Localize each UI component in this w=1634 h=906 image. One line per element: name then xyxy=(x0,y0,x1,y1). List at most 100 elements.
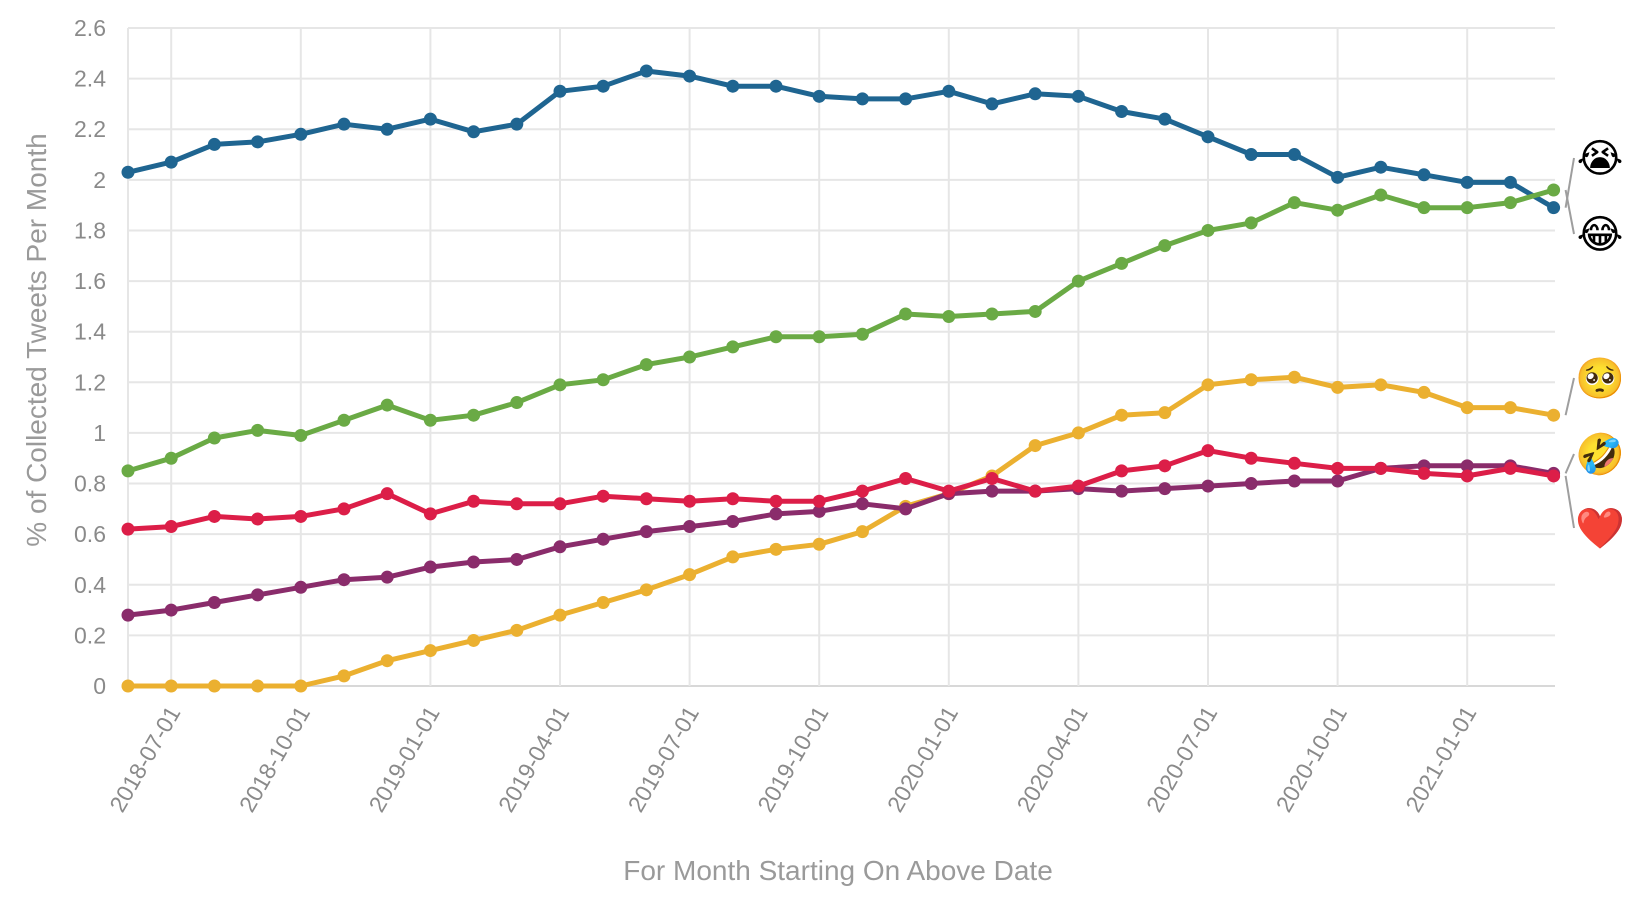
data-point xyxy=(1460,401,1474,415)
y-tick-label: 0 xyxy=(93,673,106,699)
data-point xyxy=(294,580,308,594)
data-point xyxy=(121,522,135,536)
data-point xyxy=(1028,439,1042,453)
data-point xyxy=(899,471,913,485)
data-point xyxy=(812,504,826,518)
data-point xyxy=(337,413,351,427)
data-point xyxy=(294,509,308,523)
data-point xyxy=(423,507,437,521)
data-point xyxy=(164,451,178,465)
y-tick-label: 0.4 xyxy=(74,572,106,598)
label-leader-line xyxy=(1564,453,1575,474)
series-group xyxy=(121,64,1561,215)
x-tick-label: 2018-10-01 xyxy=(234,702,315,817)
data-point xyxy=(639,583,653,597)
data-point xyxy=(1028,304,1042,318)
data-point xyxy=(1374,188,1388,202)
data-point xyxy=(294,127,308,141)
data-point xyxy=(510,497,524,511)
x-tick-label: 2019-07-01 xyxy=(623,702,704,817)
data-point xyxy=(337,502,351,516)
data-point xyxy=(639,525,653,539)
series-emoji-label: 🥺 xyxy=(1575,356,1625,402)
series-emoji-label: 😭 xyxy=(1577,136,1624,182)
series-lines xyxy=(121,64,1561,693)
data-point xyxy=(1331,461,1345,475)
data-point xyxy=(899,307,913,321)
data-point xyxy=(942,484,956,498)
data-point xyxy=(1374,160,1388,174)
data-point xyxy=(1547,469,1561,483)
data-point xyxy=(207,431,221,445)
data-point xyxy=(121,464,135,478)
data-point xyxy=(467,494,481,508)
data-point xyxy=(855,484,869,498)
data-point xyxy=(423,413,437,427)
data-point xyxy=(1244,373,1258,387)
data-point xyxy=(1158,406,1172,420)
data-point xyxy=(1547,201,1561,215)
series-emoji-label: 😂 xyxy=(1577,212,1624,258)
data-point xyxy=(1287,148,1301,162)
data-point xyxy=(380,570,394,584)
data-point xyxy=(1158,239,1172,253)
data-point xyxy=(769,494,783,508)
data-point xyxy=(726,340,740,354)
data-point xyxy=(812,330,826,344)
data-point xyxy=(553,540,567,554)
y-axis-ticks: 0 0.2 0.4 0.6 0.8 1 1.2 1.4 1.6 1.8 2 2.2 2.4 2.6 xyxy=(74,15,106,699)
data-point xyxy=(1547,408,1561,422)
data-point xyxy=(683,494,697,508)
y-tick-label: 1.6 xyxy=(74,268,106,294)
series-line xyxy=(125,374,1557,689)
data-point xyxy=(510,117,524,131)
data-point xyxy=(510,396,524,410)
series-line xyxy=(125,68,1557,211)
data-point xyxy=(553,84,567,98)
data-point xyxy=(1331,380,1345,394)
data-point xyxy=(769,79,783,93)
data-point xyxy=(207,679,221,693)
data-point xyxy=(855,525,869,539)
data-point xyxy=(899,502,913,516)
data-point xyxy=(1460,201,1474,215)
data-point xyxy=(812,494,826,508)
data-point xyxy=(683,69,697,83)
data-point xyxy=(1071,426,1085,440)
data-point xyxy=(1071,479,1085,493)
data-point xyxy=(1244,216,1258,230)
data-point xyxy=(1374,378,1388,392)
data-point xyxy=(1244,148,1258,162)
data-point xyxy=(726,550,740,564)
data-point xyxy=(121,608,135,622)
x-tick-label: 2019-01-01 xyxy=(363,702,444,817)
data-point xyxy=(251,588,265,602)
data-point xyxy=(423,560,437,574)
data-point xyxy=(380,122,394,136)
data-point xyxy=(726,515,740,528)
data-point xyxy=(1374,461,1388,475)
y-tick-label: 0.2 xyxy=(74,622,106,648)
data-point xyxy=(164,603,178,617)
x-tick-label: 2021-01-01 xyxy=(1400,702,1481,817)
data-point xyxy=(812,89,826,103)
label-leader-line xyxy=(1564,377,1575,416)
y-tick-label: 2 xyxy=(93,167,106,193)
y-tick-label: 2.6 xyxy=(74,15,106,41)
data-point xyxy=(467,408,481,422)
data-point xyxy=(1028,87,1042,101)
data-point xyxy=(1417,466,1431,480)
data-point xyxy=(1115,464,1129,478)
x-tick-label: 2020-10-01 xyxy=(1271,702,1352,817)
data-point xyxy=(769,330,783,344)
data-point xyxy=(1158,459,1172,473)
data-point xyxy=(467,555,481,569)
x-axis-ticks: 2018-07-01 2018-10-01 2019-01-01 2019-04-01… xyxy=(104,702,1481,817)
data-point xyxy=(1417,385,1431,399)
data-point xyxy=(1417,201,1431,215)
data-point xyxy=(1460,459,1474,473)
data-point xyxy=(1331,170,1345,184)
data-point xyxy=(207,137,221,151)
data-point xyxy=(337,669,351,683)
data-point xyxy=(1547,183,1561,197)
